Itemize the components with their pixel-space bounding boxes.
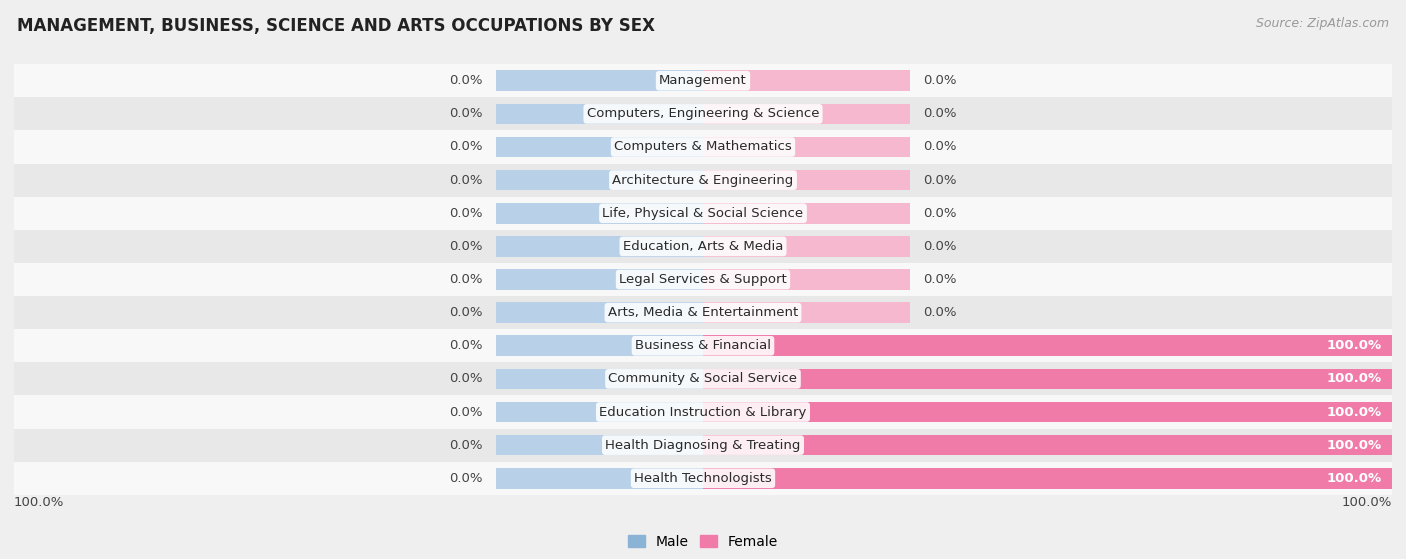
Bar <box>14 164 1392 197</box>
Bar <box>14 362 1392 395</box>
Bar <box>496 302 703 323</box>
Bar <box>703 368 1392 389</box>
Bar <box>703 203 910 224</box>
Bar <box>14 197 1392 230</box>
Text: 0.0%: 0.0% <box>449 140 482 154</box>
Bar <box>703 468 1392 489</box>
Text: 0.0%: 0.0% <box>449 273 482 286</box>
Bar <box>703 435 1392 456</box>
Text: Legal Services & Support: Legal Services & Support <box>619 273 787 286</box>
Bar <box>14 130 1392 164</box>
Bar <box>14 462 1392 495</box>
Bar <box>496 402 703 422</box>
Bar <box>14 64 1392 97</box>
Text: Education, Arts & Media: Education, Arts & Media <box>623 240 783 253</box>
Bar <box>703 236 910 257</box>
Text: Community & Social Service: Community & Social Service <box>609 372 797 385</box>
Legend: Male, Female: Male, Female <box>623 529 783 555</box>
Text: 100.0%: 100.0% <box>1326 372 1382 385</box>
Bar <box>496 269 703 290</box>
Text: Source: ZipAtlas.com: Source: ZipAtlas.com <box>1256 17 1389 30</box>
Bar <box>496 137 703 157</box>
Text: 0.0%: 0.0% <box>924 273 957 286</box>
Bar <box>703 335 1392 356</box>
Bar <box>14 263 1392 296</box>
Bar <box>703 402 1392 422</box>
Text: 0.0%: 0.0% <box>449 174 482 187</box>
Text: 0.0%: 0.0% <box>449 472 482 485</box>
Text: 0.0%: 0.0% <box>924 74 957 87</box>
Bar <box>496 335 703 356</box>
Bar <box>496 170 703 191</box>
Bar <box>496 368 703 389</box>
Text: Life, Physical & Social Science: Life, Physical & Social Science <box>602 207 804 220</box>
Text: 0.0%: 0.0% <box>449 372 482 385</box>
Bar <box>703 70 910 91</box>
Text: 0.0%: 0.0% <box>924 140 957 154</box>
Bar <box>703 302 910 323</box>
Text: 100.0%: 100.0% <box>1326 339 1382 352</box>
Text: 0.0%: 0.0% <box>449 207 482 220</box>
Text: 100.0%: 100.0% <box>1326 405 1382 419</box>
Text: 0.0%: 0.0% <box>924 240 957 253</box>
Text: Arts, Media & Entertainment: Arts, Media & Entertainment <box>607 306 799 319</box>
Text: Management: Management <box>659 74 747 87</box>
Bar <box>496 70 703 91</box>
Bar <box>14 97 1392 130</box>
Bar <box>14 395 1392 429</box>
Bar <box>496 468 703 489</box>
Bar <box>703 137 910 157</box>
Text: 100.0%: 100.0% <box>1326 472 1382 485</box>
Bar <box>703 170 910 191</box>
Text: 0.0%: 0.0% <box>924 306 957 319</box>
Bar <box>703 103 910 124</box>
Text: 0.0%: 0.0% <box>449 405 482 419</box>
Text: 0.0%: 0.0% <box>924 174 957 187</box>
Text: 0.0%: 0.0% <box>449 339 482 352</box>
Bar <box>496 103 703 124</box>
Text: 0.0%: 0.0% <box>449 107 482 120</box>
Bar <box>703 269 910 290</box>
Bar <box>496 435 703 456</box>
Text: 100.0%: 100.0% <box>14 496 65 509</box>
Text: Health Technologists: Health Technologists <box>634 472 772 485</box>
Text: 100.0%: 100.0% <box>1326 439 1382 452</box>
Bar <box>14 296 1392 329</box>
Bar <box>496 236 703 257</box>
Text: Education Instruction & Library: Education Instruction & Library <box>599 405 807 419</box>
Text: 0.0%: 0.0% <box>924 207 957 220</box>
Text: Architecture & Engineering: Architecture & Engineering <box>613 174 793 187</box>
Bar <box>14 329 1392 362</box>
Text: 100.0%: 100.0% <box>1341 496 1392 509</box>
Text: 0.0%: 0.0% <box>924 107 957 120</box>
Bar <box>496 203 703 224</box>
Text: 0.0%: 0.0% <box>449 439 482 452</box>
Text: 0.0%: 0.0% <box>449 240 482 253</box>
Bar <box>14 230 1392 263</box>
Bar <box>14 429 1392 462</box>
Text: MANAGEMENT, BUSINESS, SCIENCE AND ARTS OCCUPATIONS BY SEX: MANAGEMENT, BUSINESS, SCIENCE AND ARTS O… <box>17 17 655 35</box>
Text: 0.0%: 0.0% <box>449 74 482 87</box>
Text: Computers & Mathematics: Computers & Mathematics <box>614 140 792 154</box>
Text: Computers, Engineering & Science: Computers, Engineering & Science <box>586 107 820 120</box>
Text: Business & Financial: Business & Financial <box>636 339 770 352</box>
Text: 0.0%: 0.0% <box>449 306 482 319</box>
Text: Health Diagnosing & Treating: Health Diagnosing & Treating <box>606 439 800 452</box>
